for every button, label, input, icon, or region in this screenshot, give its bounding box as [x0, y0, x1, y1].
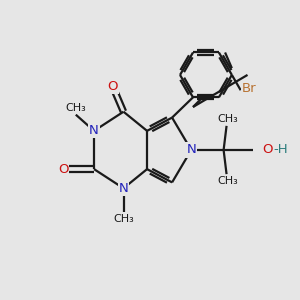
Text: CH₃: CH₃ — [218, 176, 238, 186]
Text: CH₃: CH₃ — [113, 214, 134, 224]
Text: Br: Br — [242, 82, 257, 95]
Text: CH₃: CH₃ — [65, 103, 86, 113]
Text: CH₃: CH₃ — [218, 114, 238, 124]
Text: -H: -H — [274, 143, 288, 157]
Text: N: N — [89, 124, 99, 137]
Text: O: O — [262, 143, 273, 157]
Text: N: N — [118, 182, 128, 195]
Text: O: O — [107, 80, 118, 93]
Text: N: N — [186, 143, 196, 157]
Text: O: O — [58, 163, 68, 176]
